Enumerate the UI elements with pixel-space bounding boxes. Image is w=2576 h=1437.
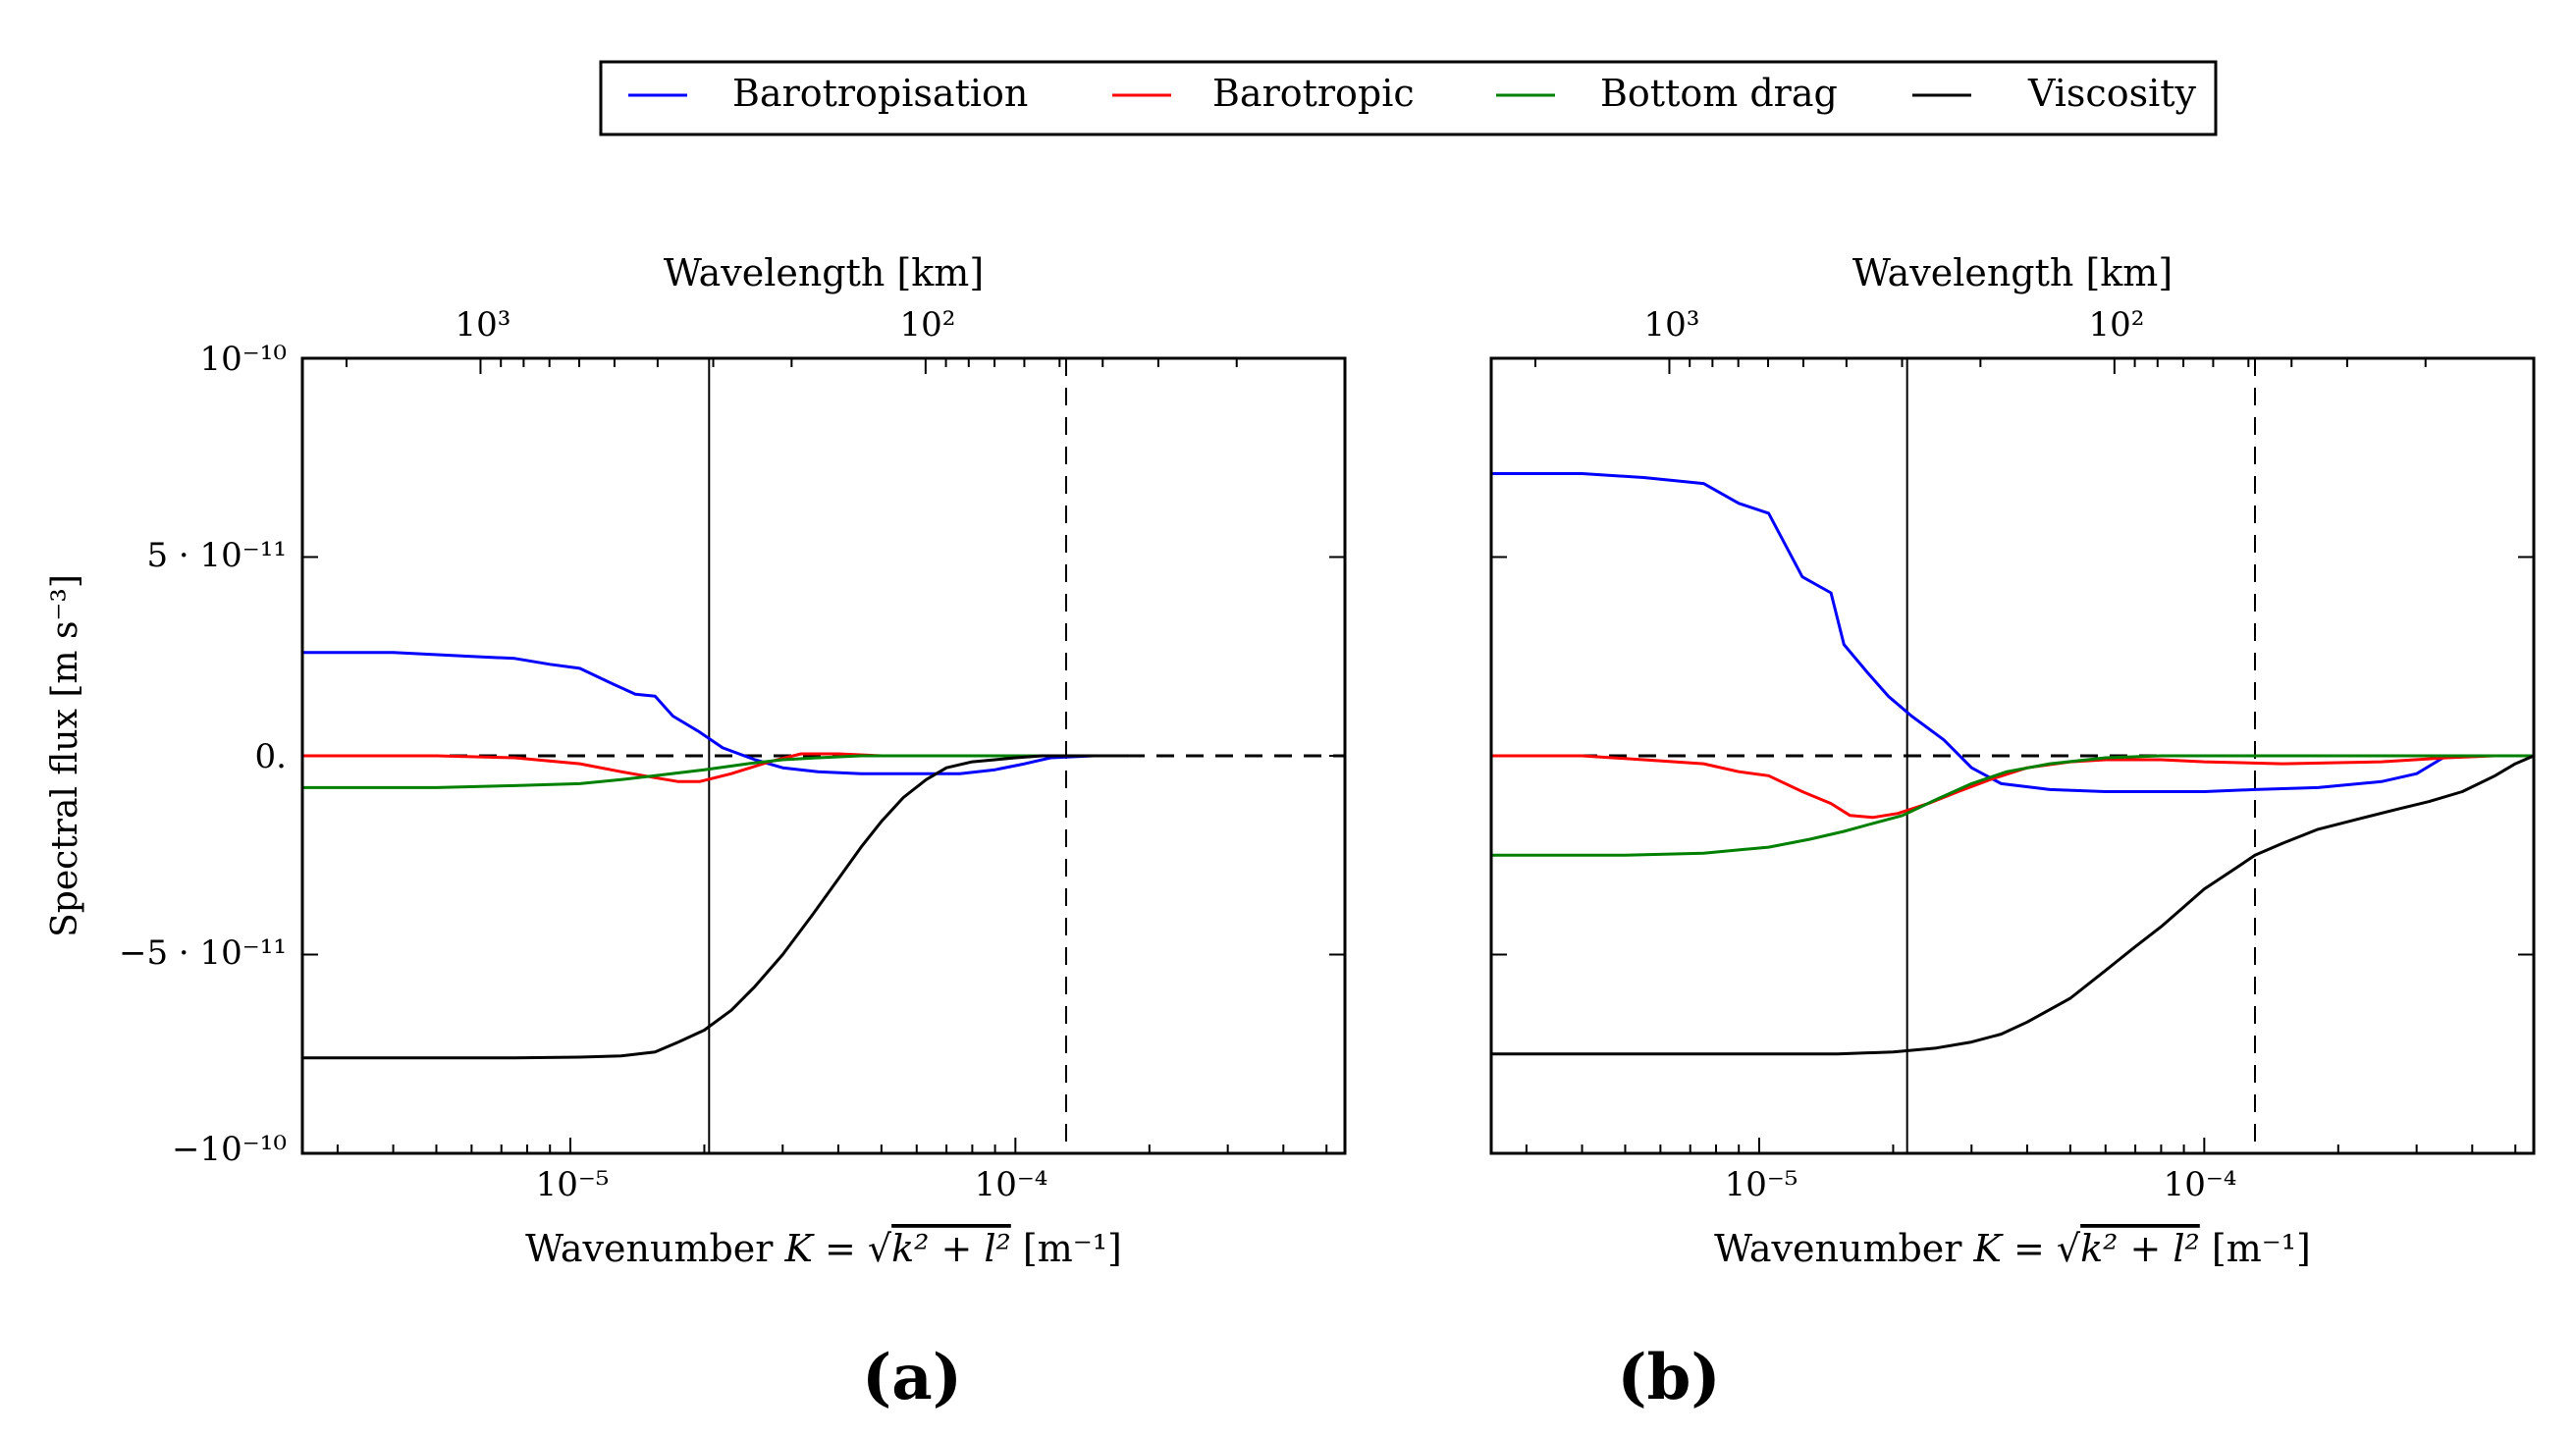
panel-b-top-tick-1000: 10³ <box>1644 305 1700 345</box>
panel-b-series-bottom-drag <box>1491 754 2534 857</box>
panel-a-top-tick-100: 10² <box>900 305 956 345</box>
legend: Barotropisation Barotropic Bottom drag V… <box>599 60 2218 136</box>
legend-label-barotropisation: Barotropisation <box>732 72 1028 115</box>
panel-a-series-barotropisation <box>302 651 1130 775</box>
panel-b-series-barotropisation <box>1491 472 2534 793</box>
legend-label-viscosity: Viscosity <box>2027 72 2197 115</box>
panel-a: Wavelength [km] 10³ 10² Spectral flux [m… <box>45 251 1347 1414</box>
panel-b-label: (b) <box>1617 1341 1720 1414</box>
panel-a-ytick-label-neg5e-11: −5 · 10⁻¹¹ <box>119 933 287 973</box>
panel-a-ytick-label-5e-11: 5 · 10⁻¹¹ <box>146 536 287 575</box>
legend-label-barotropic: Barotropic <box>1212 72 1415 115</box>
panel-b-frame <box>1489 356 2536 1155</box>
legend-frame <box>599 60 2218 136</box>
panel-a-ytick-label-0: 0. <box>255 737 287 776</box>
panel-a-series-viscosity <box>302 754 1130 1060</box>
panel-b-series-viscosity <box>1491 754 2535 1056</box>
panel-b-xtick-label-1e-4: 10⁻⁴ <box>2164 1165 2237 1204</box>
panel-a-ytick-label-1e-10: 10⁻¹⁰ <box>200 340 287 379</box>
panel-a-frame <box>300 356 1347 1155</box>
panel-a-top-tick-1000: 10³ <box>456 305 511 345</box>
panel-b-top-tick-100: 10² <box>2089 305 2145 345</box>
panel-a-xtick-label-1e-4: 10⁻⁴ <box>975 1165 1048 1204</box>
panel-a-marks <box>302 357 1345 1154</box>
panel-a-top-xlabel: Wavelength [km] <box>664 251 984 294</box>
panel-a-label: (a) <box>862 1341 962 1414</box>
legend-label-bottom-drag: Bottom drag <box>1600 72 1838 115</box>
panel-a-xlabel: Wavenumber K = √k² + l² [m⁻¹] <box>525 1227 1122 1270</box>
panel-a-ytick-label-neg1e-10: −10⁻¹⁰ <box>172 1130 287 1169</box>
panel-a-ylabel: Spectral flux [m s⁻³] <box>45 574 85 937</box>
panel-b: Wavelength [km] 10³ 10² 10⁻⁵ 10⁻⁴ Wavenu… <box>1489 251 2536 1414</box>
panel-b-marks <box>1491 357 2535 1154</box>
panel-b-xlabel: Wavenumber K = √k² + l² [m⁻¹] <box>1714 1227 2311 1270</box>
panel-a-series-bottom-drag <box>302 754 1130 789</box>
panel-b-series-barotropic <box>1491 754 2534 820</box>
panel-b-top-xlabel: Wavelength [km] <box>1852 251 2173 294</box>
panel-a-xtick-label-1e-5: 10⁻⁵ <box>536 1165 610 1204</box>
panel-b-xtick-label-1e-5: 10⁻⁵ <box>1725 1165 1798 1204</box>
